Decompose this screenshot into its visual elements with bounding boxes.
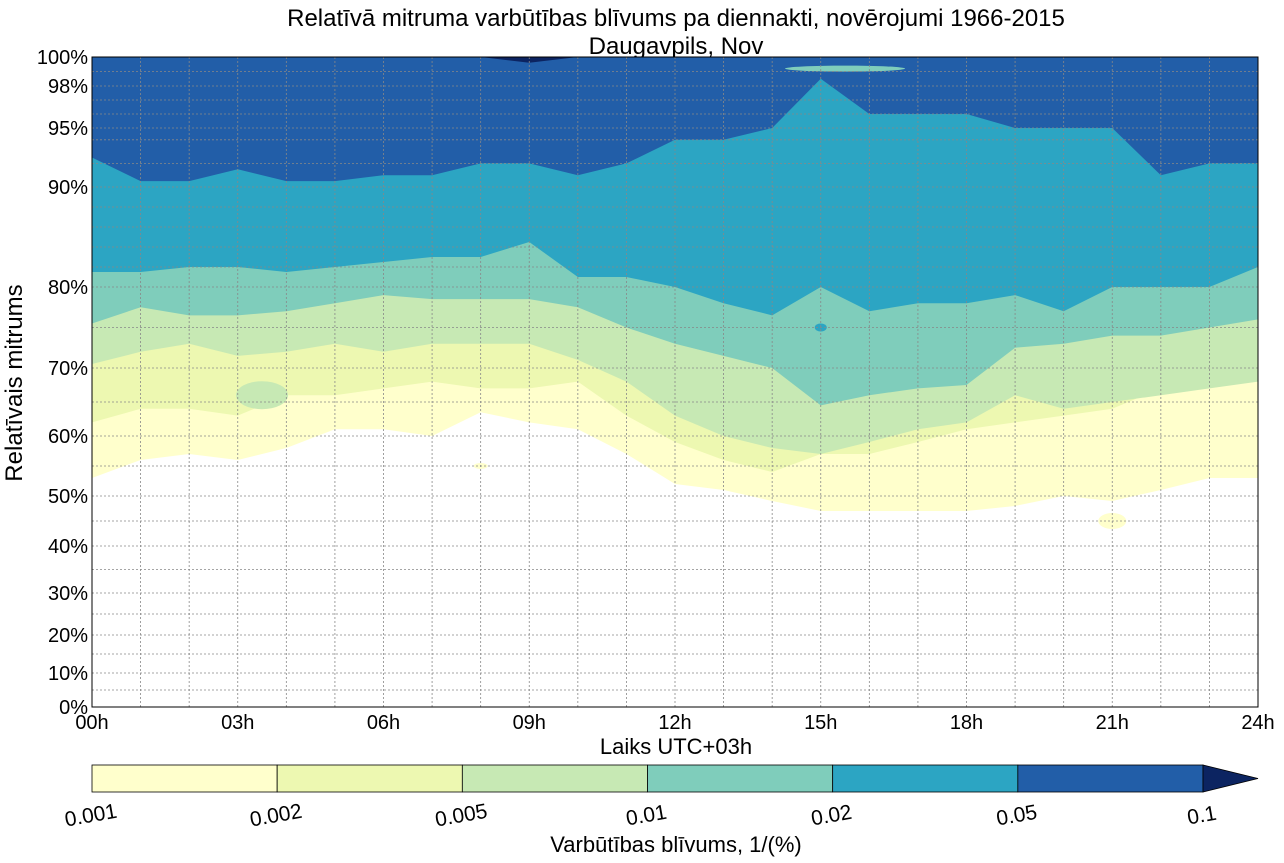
colorbar-segment [1017,764,1204,793]
y-tick-label: 60% [48,426,88,448]
colorbar-tick-label: 0.001 [63,800,119,832]
colorbar-segment [647,764,834,793]
x-tick-label: 24h [1241,712,1274,734]
y-axis-label: Relatīvais mitrums [1,284,28,481]
colorbar-tick-label: 0.005 [433,800,489,832]
colorbar-segment [461,764,648,793]
colorbar-tick-label: 0.1 [1185,802,1218,830]
x-tick-label: 12h [658,712,691,734]
colorbar-tick-label: 0.02 [809,801,853,831]
x-axis-label: Laiks UTC+03h [600,734,752,759]
plot-frame [91,56,1259,708]
colorbar: 0.001 0.002 0.005 0.01 0.02 0.05 0.1 [63,764,1259,832]
chart-subtitle: Daugavpils, Nov [589,33,764,60]
y-axis-ticks: 0% 10% 20% 30% 40% 50% 60% 70% 80% 90% 95% 98% 100% [37,47,88,719]
x-tick-label: 09h [513,712,546,734]
x-tick-label: 18h [950,712,983,734]
y-tick-label: 80% [48,277,88,299]
y-tick-label: 70% [48,358,88,380]
y-tick-label: 0% [59,697,88,719]
contour-pocket-0 [236,381,289,410]
x-axis-ticks: 00h 03h 06h 09h 12h 15h 18h 21h 24h [75,712,1274,734]
y-tick-label: 98% [48,76,88,98]
y-tick-label: 20% [48,625,88,647]
y-tick-label: 10% [48,663,88,685]
y-tick-label: 90% [48,177,88,199]
y-tick-label: 50% [48,486,88,508]
y-tick-label: 40% [48,536,88,558]
colorbar-tick-label: 0.05 [995,801,1039,831]
x-tick-label: 06h [367,712,400,734]
plot-area [91,56,1259,708]
x-tick-label: 03h [221,712,254,734]
contour-pocket-4 [785,65,906,72]
y-tick-label: 30% [48,583,88,605]
colorbar-segment [832,764,1019,793]
grid-layer [92,57,1258,707]
x-tick-label: 00h [75,712,108,734]
colorbar-segment [91,764,278,793]
colorbar-tick-label: 0.002 [248,800,304,832]
chart-title: Relatīvā mitruma varbūtības blīvums pa d… [287,5,1065,32]
colorbar-extend-arrow [1202,764,1259,793]
y-tick-label: 95% [48,118,88,140]
colorbar-tick-label: 0.01 [624,801,668,831]
x-tick-label: 15h [804,712,837,734]
y-tick-label: 100% [37,47,88,69]
colorbar-label: Varbūtības blīvums, 1/(%) [550,832,801,857]
colorbar-segment [276,764,463,793]
x-tick-label: 21h [1096,712,1129,734]
